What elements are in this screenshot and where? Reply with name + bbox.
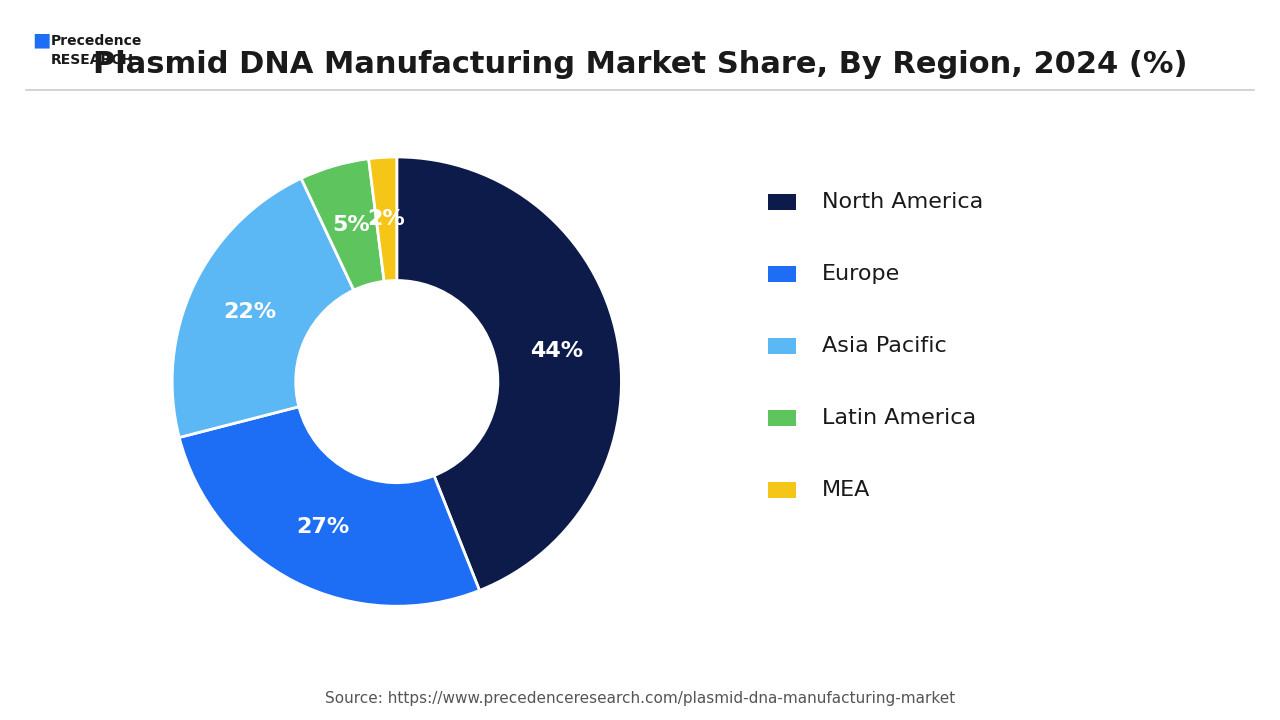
- Text: MEA: MEA: [822, 480, 870, 500]
- Text: Asia Pacific: Asia Pacific: [822, 336, 946, 356]
- Text: 27%: 27%: [296, 517, 349, 536]
- Text: Latin America: Latin America: [822, 408, 975, 428]
- Text: Precedence
RESEARCH: Precedence RESEARCH: [51, 34, 142, 67]
- Text: Source: https://www.precedenceresearch.com/plasmid-dna-manufacturing-market: Source: https://www.precedenceresearch.c…: [325, 691, 955, 706]
- Wedge shape: [369, 157, 397, 282]
- Text: Europe: Europe: [822, 264, 900, 284]
- Wedge shape: [173, 179, 353, 438]
- Text: 5%: 5%: [333, 215, 370, 235]
- Text: 22%: 22%: [223, 302, 276, 323]
- Text: North America: North America: [822, 192, 983, 212]
- Wedge shape: [397, 157, 621, 590]
- Text: 2%: 2%: [367, 209, 406, 229]
- Text: Plasmid DNA Manufacturing Market Share, By Region, 2024 (%): Plasmid DNA Manufacturing Market Share, …: [92, 50, 1188, 79]
- Text: 44%: 44%: [530, 341, 584, 361]
- Wedge shape: [179, 407, 480, 606]
- Text: ■: ■: [32, 30, 50, 49]
- Wedge shape: [301, 158, 384, 290]
